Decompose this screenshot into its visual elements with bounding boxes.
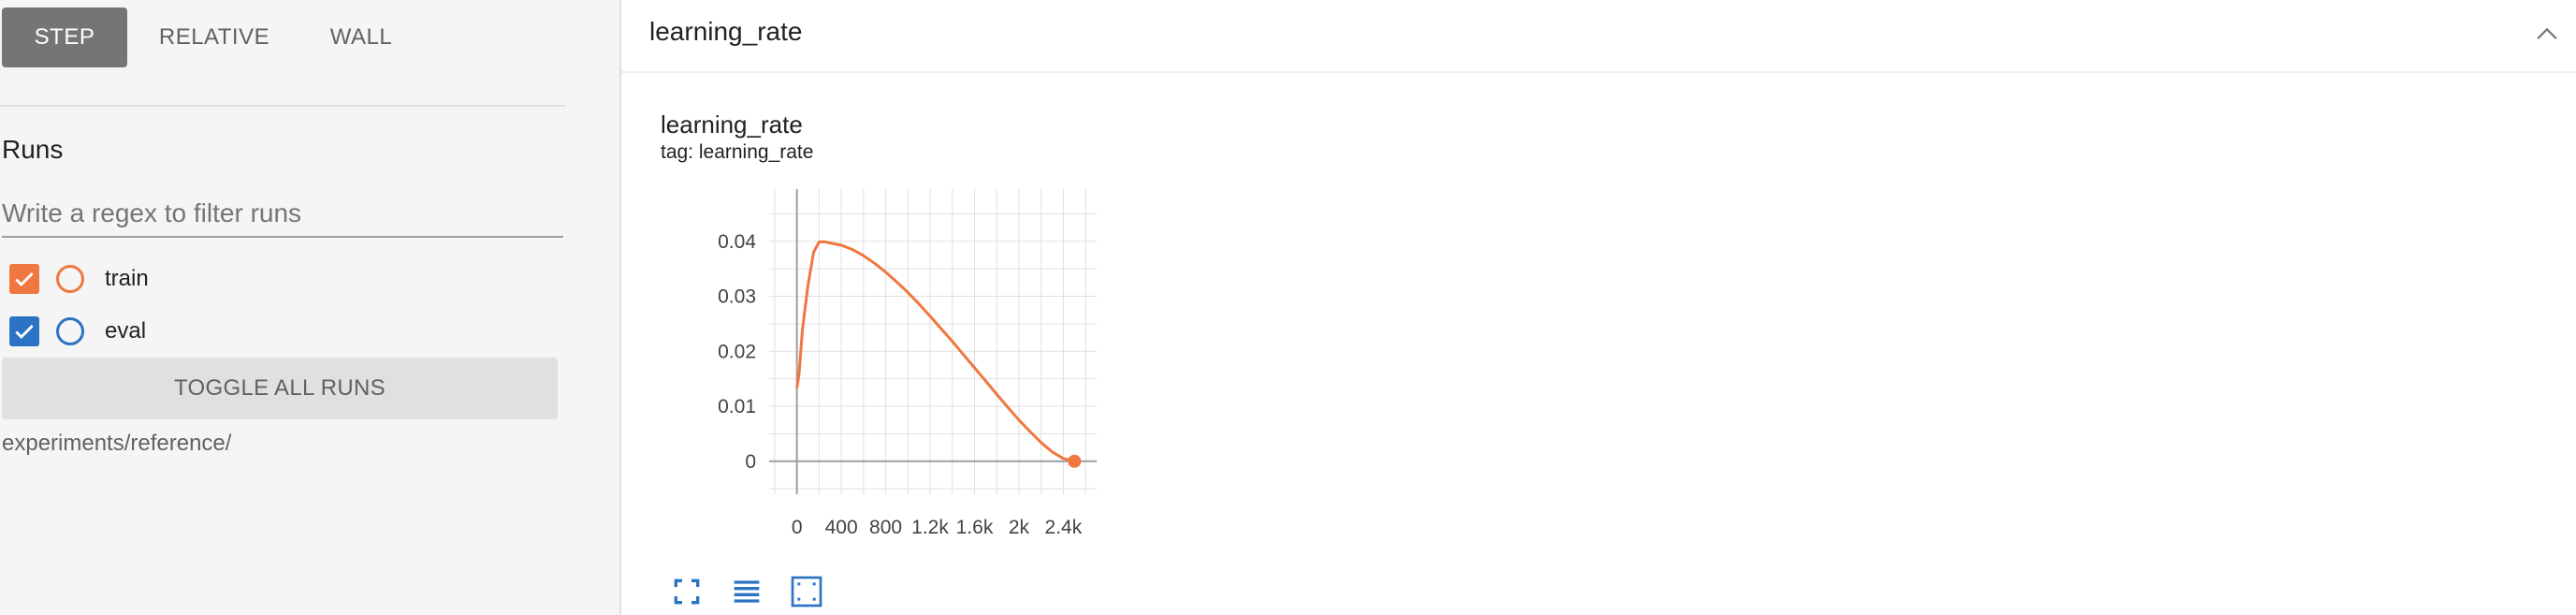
relative-button[interactable]: RELATIVE bbox=[158, 24, 270, 50]
toggle-all-runs-button[interactable]: TOGGLE ALL RUNS bbox=[2, 358, 558, 419]
run-label-eval: eval bbox=[105, 318, 147, 344]
x-tick-label: 2k bbox=[1009, 517, 1030, 538]
data-series-icon[interactable] bbox=[728, 573, 765, 610]
sidebar: STEP RELATIVE WALL Runs train eval TOGGL… bbox=[0, 0, 619, 615]
x-tick-label: 0 bbox=[792, 517, 803, 538]
run-item-eval[interactable]: eval bbox=[9, 313, 146, 350]
runs-title: Runs bbox=[2, 135, 64, 164]
run-checkbox-eval[interactable] bbox=[9, 316, 39, 346]
series-line-train bbox=[795, 240, 1075, 463]
run-item-train[interactable]: train bbox=[9, 260, 149, 298]
chart-toolbar bbox=[668, 573, 855, 610]
wall-button[interactable]: WALL bbox=[329, 24, 393, 50]
x-tick-label: 1.6k bbox=[956, 517, 994, 538]
y-tick-label: 0.03 bbox=[718, 286, 756, 308]
run-checkbox-train[interactable] bbox=[9, 264, 39, 294]
expand-icon[interactable] bbox=[668, 573, 706, 610]
x-tick-label: 1.2k bbox=[911, 517, 949, 538]
check-icon bbox=[15, 272, 34, 286]
series-last-point-train bbox=[1068, 454, 1082, 468]
tag-group-header[interactable]: learning_rate bbox=[621, 0, 2576, 73]
panel-divider bbox=[619, 0, 621, 615]
run-color-swatch-eval[interactable] bbox=[56, 317, 84, 345]
run-label-train: train bbox=[105, 266, 149, 291]
run-color-swatch-train[interactable] bbox=[56, 265, 84, 293]
chevron-up-icon[interactable] bbox=[2531, 19, 2563, 51]
fit-domain-icon[interactable] bbox=[788, 573, 825, 610]
chart-card-tag: tag: learning_rate bbox=[661, 141, 814, 163]
main-panel: learning_rate learning_rate tag: learnin… bbox=[621, 0, 2576, 615]
y-tick-label: 0 bbox=[745, 451, 756, 473]
step-button[interactable]: STEP bbox=[2, 7, 127, 67]
sidebar-divider bbox=[0, 105, 565, 107]
x-tick-label: 2.4k bbox=[1045, 517, 1083, 538]
log-directory: experiments/reference/ bbox=[2, 431, 232, 456]
y-tick-label: 0.02 bbox=[718, 341, 756, 362]
check-icon bbox=[15, 325, 34, 339]
x-axis-type-selector: STEP RELATIVE WALL bbox=[0, 7, 561, 67]
run-filter-input[interactable] bbox=[2, 191, 563, 238]
learning-rate-chart[interactable]: 0 0.01 0.02 0.03 0.04 0 400 800 1.2k 1.6k 2k 2.4k bbox=[621, 178, 1108, 580]
y-tick-label: 0.01 bbox=[718, 396, 756, 417]
x-tick-label: 400 bbox=[825, 517, 858, 538]
x-tick-label: 800 bbox=[869, 517, 902, 538]
tag-group-title: learning_rate bbox=[649, 17, 803, 46]
chart-card-title: learning_rate bbox=[661, 110, 803, 139]
y-tick-label: 0.04 bbox=[718, 231, 756, 253]
